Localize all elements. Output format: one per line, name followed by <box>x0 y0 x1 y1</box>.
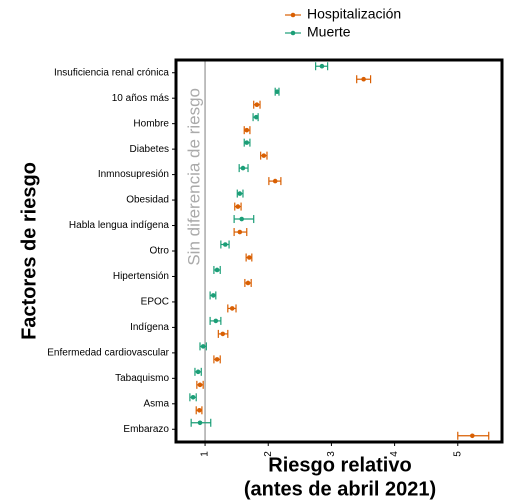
point <box>361 76 366 82</box>
x-tick-label: 1 <box>200 451 211 457</box>
y-tick-label: 10 años más <box>112 93 169 104</box>
point <box>319 63 325 69</box>
y-tick-label: Indígena <box>130 322 169 333</box>
point <box>254 102 260 107</box>
point <box>235 204 241 209</box>
point <box>214 357 220 362</box>
point <box>245 280 251 286</box>
legend-label: Muerte <box>307 24 351 40</box>
y-tick-label: Insuficiencia renal crónica <box>54 67 169 78</box>
y-tick-label: Tabaquismo <box>115 373 169 384</box>
point <box>272 178 278 184</box>
x-axis-title: Riesgo relativo <box>268 454 411 476</box>
y-tick-label: Embarazo <box>123 424 169 435</box>
point <box>214 267 220 273</box>
y-tick-label: EPOC <box>141 297 169 308</box>
plot-frame <box>174 58 504 444</box>
point <box>220 331 226 337</box>
legend-label: Hospitalización <box>307 6 401 22</box>
point <box>197 420 203 426</box>
point <box>197 382 203 388</box>
y-tick-label: Asma <box>143 398 169 409</box>
y-tick-label: Enfermedad cardiovascular <box>47 348 169 359</box>
point <box>190 395 196 400</box>
x-tick-label: 5 <box>452 451 463 457</box>
y-tick-label: Diabetes <box>130 144 169 155</box>
point <box>200 344 206 349</box>
y-tick-label: Hombre <box>133 118 169 129</box>
x-tick-label: 3 <box>326 451 337 457</box>
point <box>246 255 252 260</box>
point <box>229 306 235 311</box>
point <box>274 89 280 94</box>
y-tick-label: Otro <box>150 246 170 257</box>
point <box>197 408 202 413</box>
point <box>237 191 243 196</box>
x-tick-label: 2 <box>263 451 274 457</box>
x-tick-label: 4 <box>389 451 400 457</box>
x-axis-title: (antes de abril 2021) <box>244 478 436 500</box>
point <box>261 153 267 158</box>
legend-swatch <box>290 12 296 18</box>
point <box>222 242 228 247</box>
legend-swatch <box>290 30 296 36</box>
y-tick-label: Inmnosupresión <box>98 169 169 180</box>
point <box>244 140 250 145</box>
y-tick-label: Hipertensión <box>113 271 169 282</box>
y-tick-label: Habla lengua indígena <box>69 220 170 231</box>
point <box>253 114 259 120</box>
reference-label: Sin diferencia de riesgo <box>185 88 204 266</box>
point <box>244 127 250 133</box>
point <box>210 293 216 298</box>
point <box>237 229 243 235</box>
point <box>213 318 219 324</box>
point <box>239 216 245 222</box>
point <box>470 433 475 439</box>
point <box>240 165 246 171</box>
point <box>195 369 201 375</box>
y-tick-label: Obesidad <box>126 195 169 206</box>
y-axis-title: Factores de riesgo <box>18 162 40 340</box>
